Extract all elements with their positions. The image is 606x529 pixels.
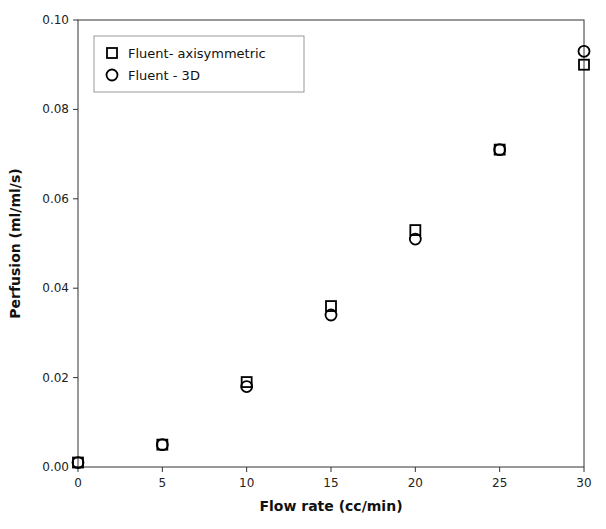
x-tick bbox=[331, 467, 332, 472]
point bbox=[157, 439, 168, 450]
point bbox=[73, 457, 84, 468]
background bbox=[0, 0, 606, 529]
point bbox=[73, 458, 83, 468]
legend: Fluent- axisymmetric Fluent - 3D bbox=[94, 36, 304, 92]
point bbox=[495, 145, 505, 155]
x-tick-label: 25 bbox=[492, 476, 507, 490]
x-tick-label: 30 bbox=[576, 476, 591, 490]
x-tick-label: 20 bbox=[408, 476, 423, 490]
x-tick bbox=[499, 467, 500, 472]
y-axis: 0.00 0.02 0.04 0.06 0.08 0.10 bbox=[42, 13, 78, 474]
x-tick-label: 10 bbox=[239, 476, 254, 490]
legend-box bbox=[94, 36, 304, 92]
point bbox=[241, 381, 252, 392]
points bbox=[73, 46, 590, 468]
chart: 0 5 10 15 20 25 30 0.00 0.02 0.04 0.06 0.08 0.10 Flow… bbox=[0, 0, 606, 529]
x-axis: 0 5 10 15 20 25 30 bbox=[74, 467, 591, 490]
series bbox=[73, 46, 590, 468]
point bbox=[410, 234, 421, 245]
x-tick-label: 0 bbox=[74, 476, 82, 490]
y-tick bbox=[73, 109, 78, 110]
legend-label: Fluent - 3D bbox=[128, 68, 200, 83]
point bbox=[157, 440, 167, 450]
plot-frame bbox=[78, 20, 584, 467]
x-tick bbox=[246, 467, 247, 472]
x-axis-label: Flow rate (cc/min) bbox=[259, 498, 402, 514]
y-tick-label: 0.08 bbox=[42, 102, 69, 116]
y-tick bbox=[73, 377, 78, 378]
point bbox=[326, 310, 337, 321]
y-tick bbox=[73, 288, 78, 289]
x-tick bbox=[415, 467, 416, 472]
point bbox=[579, 46, 590, 57]
x-tick bbox=[584, 467, 585, 472]
legend-marker bbox=[107, 70, 118, 81]
y-tick-label: 0.02 bbox=[42, 371, 69, 385]
y-tick-label: 0.00 bbox=[42, 460, 69, 474]
y-tick bbox=[73, 20, 78, 21]
x-tick-label: 5 bbox=[159, 476, 167, 490]
point bbox=[494, 144, 505, 155]
y-tick-label: 0.06 bbox=[42, 192, 69, 206]
point bbox=[579, 60, 589, 70]
x-tick bbox=[162, 467, 163, 472]
y-tick-label: 0.10 bbox=[42, 13, 69, 27]
y-axis-label: Perfusion (ml/ml/s) bbox=[7, 168, 23, 318]
legend-label: Fluent- axisymmetric bbox=[128, 46, 266, 61]
y-tick bbox=[73, 198, 78, 199]
y-tick-label: 0.04 bbox=[42, 281, 69, 295]
series bbox=[73, 60, 589, 468]
legend-marker bbox=[107, 48, 117, 58]
x-tick-label: 15 bbox=[323, 476, 338, 490]
